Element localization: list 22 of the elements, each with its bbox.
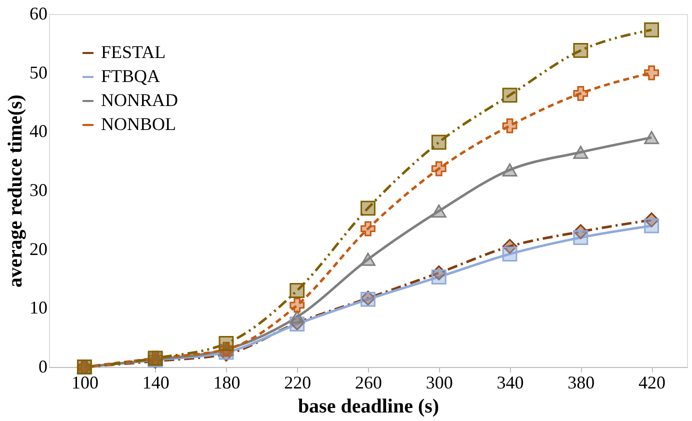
y-tick-label: 0 <box>38 356 48 376</box>
x-tick-label: 340 <box>496 372 524 392</box>
legend-label: NONBOL <box>101 114 176 134</box>
legend-label: FTBQA <box>101 66 160 86</box>
x-tick-label: 180 <box>213 372 240 392</box>
y-tick-label: 40 <box>30 121 48 142</box>
x-tick-label: 140 <box>142 372 170 392</box>
x-axis-title: base deadline (s) <box>298 396 440 418</box>
x-tick-label: 100 <box>71 372 98 392</box>
x-tick-label: 260 <box>355 372 382 392</box>
y-tick-label: 20 <box>30 238 48 259</box>
y-tick-label: 50 <box>30 62 48 82</box>
x-tick-label: 220 <box>284 372 312 392</box>
x-tick-label: 380 <box>568 372 595 392</box>
legend-label: FESTAL <box>101 42 166 62</box>
y-tick-label: 60 <box>30 4 48 24</box>
legend-label: NONRAD <box>101 90 178 110</box>
x-tick-label: 300 <box>426 372 453 392</box>
y-tick-label: 30 <box>30 180 48 200</box>
y-axis-title: average reduce time(s) <box>4 94 26 288</box>
x-tick-label: 420 <box>638 372 666 392</box>
y-tick-label: 10 <box>30 298 48 318</box>
